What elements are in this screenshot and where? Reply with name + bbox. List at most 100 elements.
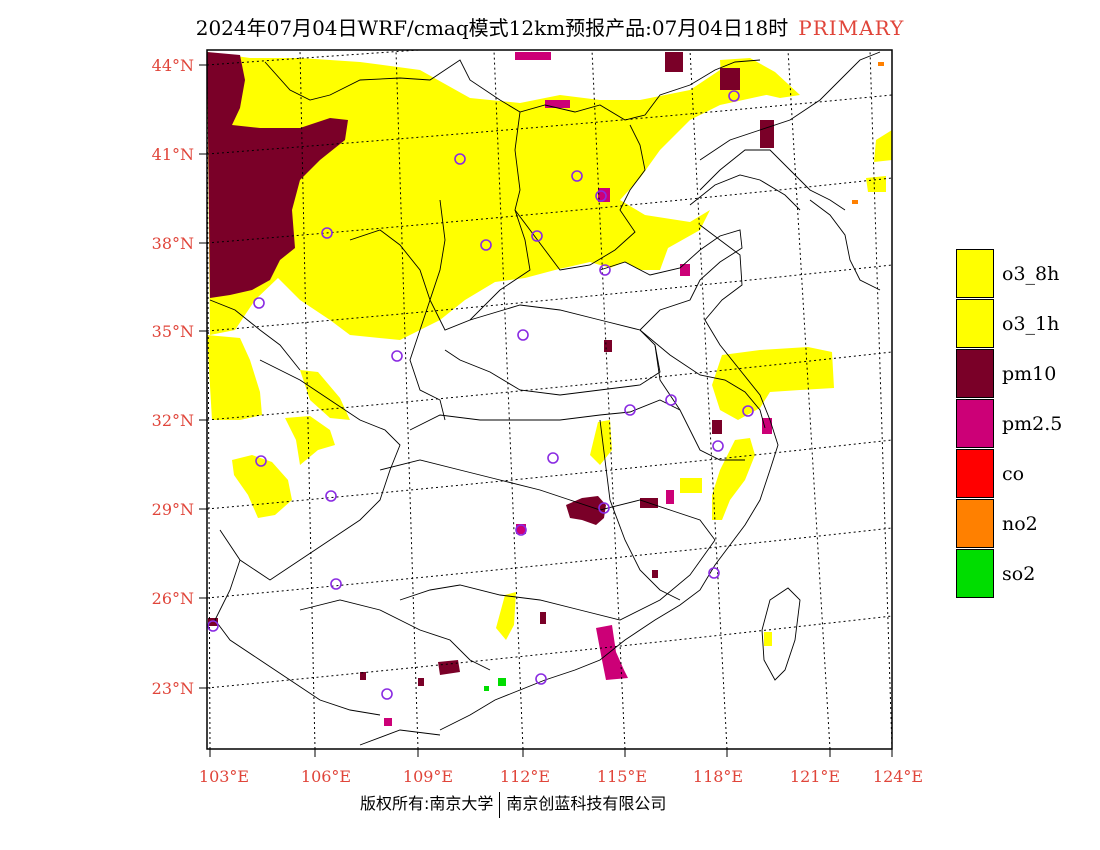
- o3-area-shaanxi: [300, 370, 350, 420]
- station-marker: [517, 329, 529, 341]
- station-marker: [207, 620, 219, 632]
- meridian-103: [207, 50, 211, 749]
- station-marker: [708, 567, 720, 579]
- station-marker: [624, 404, 636, 416]
- pm25-area-jiangxi: [666, 490, 674, 504]
- o3-area-northwest: [258, 60, 350, 130]
- boundaries: [209, 51, 881, 746]
- pm10-area-guangxi-south: [418, 678, 424, 686]
- no2-area-dongbei: [878, 62, 884, 66]
- lon-label: 115°E: [597, 767, 647, 786]
- pm25-area-neimeng: [515, 52, 551, 60]
- parallel-29: [207, 439, 892, 510]
- station-marker: [321, 227, 333, 239]
- pm10-area-yunnan-west: [208, 618, 218, 626]
- station-markers: [207, 90, 754, 700]
- pm10-area-liaoning: [760, 120, 774, 148]
- meridian-121: [787, 50, 831, 749]
- station-marker: [515, 524, 527, 536]
- pm10-area-henan: [604, 340, 612, 352]
- coast-taiwan: [761, 587, 801, 681]
- o3-area-gansu: [207, 335, 262, 420]
- lon-label: 121°E: [790, 767, 840, 786]
- boundary-shaanxi: [349, 229, 446, 421]
- coast-east-china: [439, 224, 779, 731]
- boundary-guangxi: [299, 599, 491, 671]
- station-marker: [599, 264, 611, 276]
- station-marker: [665, 394, 677, 406]
- lat-label: 38°N: [152, 234, 194, 253]
- legend-item-pm10: pm10: [956, 349, 1076, 399]
- map-frame: [206, 49, 893, 750]
- legend-item-o3-8h: o3_8h: [956, 249, 1076, 299]
- copyright-separator: [499, 791, 501, 818]
- pm10-area-west: [207, 52, 348, 298]
- so2-area-zhuhai: [484, 686, 489, 691]
- legend-label: no2: [1002, 513, 1038, 535]
- pm25-area-hunan-west: [516, 524, 526, 534]
- legend-swatch: [956, 499, 994, 548]
- boundary-hebei: [514, 111, 646, 271]
- meridian-115: [591, 50, 626, 749]
- o3-area-sichuan: [285, 416, 335, 465]
- legend-swatch: [956, 449, 994, 498]
- legend-swatch: [956, 399, 994, 448]
- legend-swatch: [956, 349, 994, 398]
- lat-labels: 44°N 41°N 38°N 35°N 32°N 29°N 26°N 23°N: [152, 56, 194, 698]
- pm10-area-fujian: [652, 570, 658, 578]
- station-marker: [742, 405, 754, 417]
- lat-label: 32°N: [152, 411, 194, 430]
- o3-area-fujian: [680, 478, 702, 493]
- pm25-area-shandong: [680, 264, 690, 276]
- legend-item-no2: no2: [956, 499, 1076, 549]
- legend-swatch: [956, 299, 994, 348]
- coast-korea: [809, 199, 881, 291]
- boundary-gansu: [209, 299, 301, 371]
- lon-label: 118°E: [693, 767, 743, 786]
- station-marker: [381, 688, 393, 700]
- meridian-124: [869, 50, 892, 749]
- lat-label: 26°N: [152, 589, 194, 608]
- boundary-anhui: [654, 344, 745, 461]
- so2-area-guangzhou: [498, 678, 506, 686]
- coast-liaodong: [689, 174, 801, 211]
- legend-label: o3_8h: [1002, 263, 1060, 285]
- pm10-area-anhui: [712, 420, 722, 434]
- pm25-areas: [384, 52, 772, 726]
- boundary-yunnan: [214, 559, 381, 716]
- station-marker: [391, 350, 403, 362]
- lat-label: 41°N: [152, 145, 194, 164]
- meridian-118: [689, 50, 728, 749]
- parallel-32: [207, 351, 892, 421]
- station-marker: [454, 153, 466, 165]
- legend-label: pm10: [1002, 363, 1057, 385]
- station-marker: [531, 230, 543, 242]
- o3-areas: [207, 52, 892, 646]
- coast-hainan: [359, 729, 441, 746]
- pollutant-layer: [207, 52, 892, 726]
- graticule: [207, 50, 892, 749]
- pm10-area-neimeng: [665, 52, 683, 72]
- legend-label: co: [1002, 463, 1025, 485]
- title-main: 2024年07月04日WRF/cmaq模式12km预报产品:07月04日18时: [195, 16, 789, 40]
- o3-area-taiwan: [764, 632, 772, 646]
- legend-item-so2: so2: [956, 549, 1076, 599]
- boundary-hunan: [379, 459, 716, 541]
- station-marker: [325, 490, 337, 502]
- boundary-liaoning: [699, 149, 846, 211]
- parallel-35: [207, 264, 892, 332]
- station-marker: [595, 190, 607, 202]
- legend: o3_8h o3_1h pm10 pm2.5 co no2 so2: [956, 249, 1076, 599]
- o3-area-jiangxi: [590, 420, 612, 465]
- boundary-henan: [444, 304, 661, 396]
- legend-item-co: co: [956, 449, 1076, 499]
- pm25-area-hebei: [545, 100, 570, 108]
- pm10-area-guangxi: [438, 660, 460, 675]
- station-marker: [253, 297, 265, 309]
- pm25-area-guangdong-east: [596, 625, 628, 680]
- pm25-area-shanghai: [762, 418, 772, 434]
- station-marker: [535, 673, 547, 685]
- lat-label: 23°N: [152, 679, 194, 698]
- legend-label: o3_1h: [1002, 313, 1060, 335]
- no2-area-korea: [852, 200, 858, 204]
